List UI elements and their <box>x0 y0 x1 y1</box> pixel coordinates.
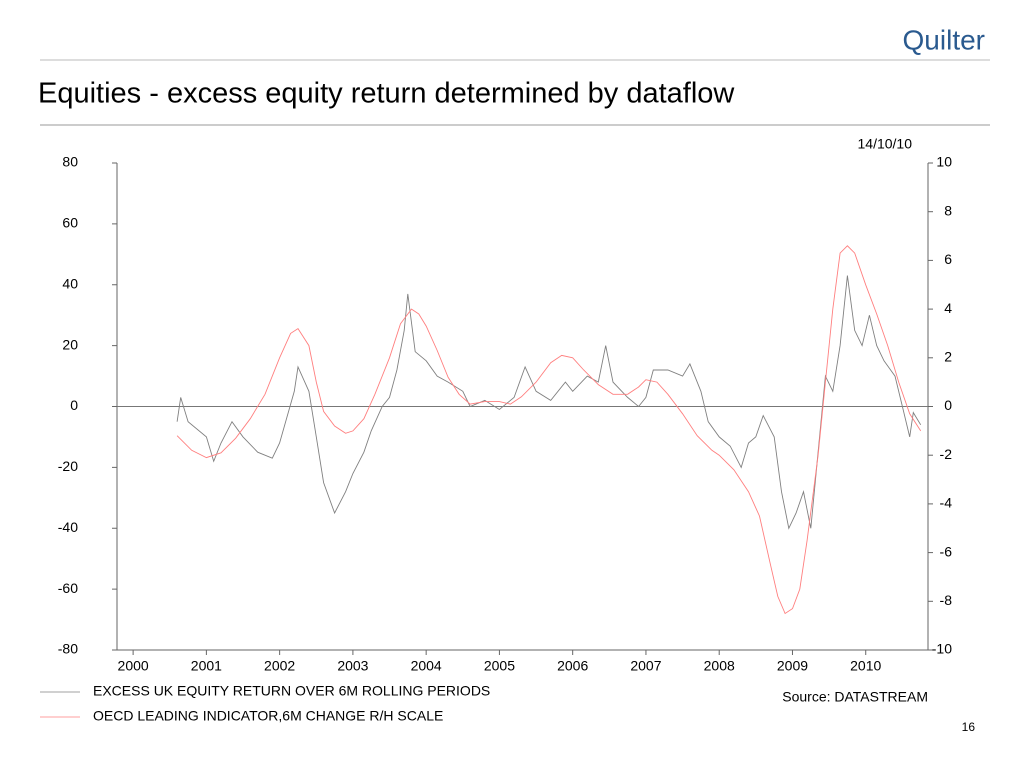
x-tick-label: 2008 <box>704 658 735 674</box>
y2-tick-label: 0 <box>944 397 952 413</box>
slide-title: Equities - excess equity return determin… <box>38 78 735 110</box>
logo: Quilter <box>903 24 985 55</box>
legend-label: OECD LEADING INDICATOR,6M CHANGE R/H SCA… <box>93 708 443 724</box>
y-tick-label: -80 <box>58 641 78 657</box>
y-tick-label: -40 <box>58 519 78 535</box>
x-tick-label: 2002 <box>264 658 295 674</box>
y2-tick-label: 10 <box>936 154 952 170</box>
x-tick-label: 2001 <box>191 658 222 674</box>
y-tick-label: -20 <box>58 458 78 474</box>
y-tick-label: 0 <box>70 397 78 413</box>
x-tick-label: 2009 <box>777 658 808 674</box>
y2-tick-label: -6 <box>940 543 953 559</box>
y2-tick-label: 4 <box>944 300 952 316</box>
date-label: 14/10/10 <box>858 136 913 152</box>
y-tick-label: 60 <box>62 215 78 231</box>
x-tick-label: 2004 <box>411 658 442 674</box>
x-tick-label: 2003 <box>337 658 368 674</box>
y-tick-label: 20 <box>62 336 78 352</box>
series-line <box>176 275 922 530</box>
legend-label: EXCESS UK EQUITY RETURN OVER 6M ROLLING … <box>93 683 490 699</box>
y2-tick-label: -8 <box>940 592 953 608</box>
y2-tick-label: -4 <box>940 495 953 511</box>
y2-tick-label: -10 <box>932 641 952 657</box>
y-tick-label: -60 <box>58 580 78 596</box>
y2-tick-label: 8 <box>944 202 952 218</box>
x-tick-label: 2006 <box>557 658 588 674</box>
y2-tick-label: 6 <box>944 251 952 267</box>
page-number: 16 <box>962 720 976 734</box>
y-tick-label: 80 <box>62 154 78 170</box>
x-tick-label: 2000 <box>118 658 149 674</box>
y2-tick-label: 2 <box>944 349 952 365</box>
x-tick-label: 2005 <box>484 658 515 674</box>
source: Source: DATASTREAM <box>782 689 928 705</box>
x-tick-label: 2010 <box>850 658 881 674</box>
x-tick-label: 2007 <box>630 658 661 674</box>
series-line <box>176 245 922 615</box>
y2-tick-label: -2 <box>940 446 953 462</box>
y-tick-label: 40 <box>62 275 78 291</box>
